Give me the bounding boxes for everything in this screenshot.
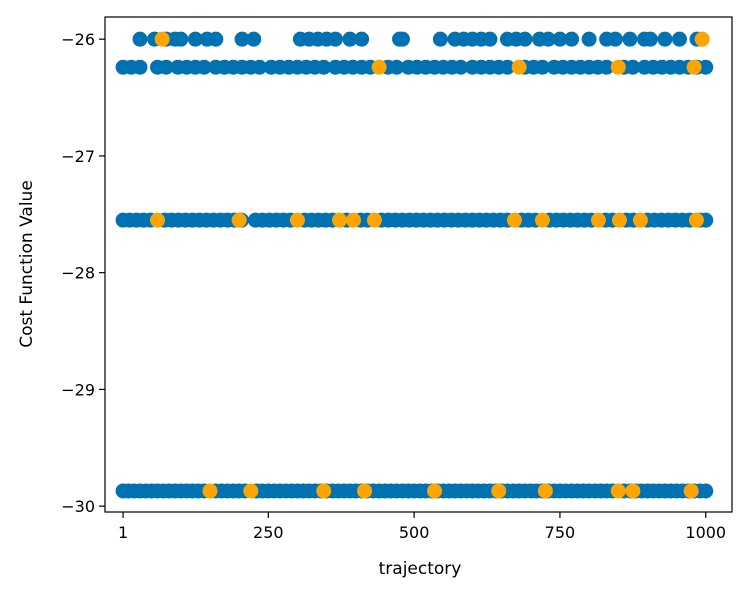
- data-point-s1-4: [610, 59, 626, 75]
- data-point-s0-32: [581, 31, 597, 47]
- data-point-s0-272: [698, 483, 714, 499]
- data-point-s1-2: [371, 59, 387, 75]
- data-point-s1-26: [625, 483, 641, 499]
- data-point-s1-25: [610, 483, 626, 499]
- data-point-s1-18: [202, 483, 218, 499]
- data-point-s0-39: [672, 31, 688, 47]
- data-point-s0-38: [657, 31, 673, 47]
- data-point-s0-45: [158, 59, 174, 75]
- data-point-s0-76: [453, 59, 469, 75]
- data-point-s1-6: [149, 212, 165, 228]
- data-point-s0-24: [482, 31, 498, 47]
- data-point-s1-9: [331, 212, 347, 228]
- points-layer: [115, 31, 714, 499]
- data-point-s0-15: [342, 31, 358, 47]
- data-point-s0-30: [552, 31, 568, 47]
- x-axis-label: trajectory: [379, 559, 462, 579]
- x-tick-label: 500: [399, 523, 430, 542]
- data-point-s0-14: [327, 31, 343, 47]
- x-tick-label: 750: [545, 523, 576, 542]
- y-axis-label: Cost Function Value: [17, 180, 37, 348]
- y-tick-label: −27: [61, 147, 95, 166]
- data-point-s0-93: [625, 59, 641, 75]
- data-point-s0-43: [132, 59, 148, 75]
- data-point-s1-5: [686, 59, 702, 75]
- data-point-s0-84: [534, 59, 550, 75]
- data-point-s1-15: [611, 212, 627, 228]
- data-point-s1-14: [590, 212, 606, 228]
- data-point-s0-4: [173, 31, 189, 47]
- x-axis-ticks: 1 250 500 750 1000: [118, 512, 726, 542]
- data-point-s1-23: [491, 483, 507, 499]
- x-tick-label: 1000: [685, 523, 726, 542]
- y-tick-label: −26: [61, 30, 95, 49]
- data-point-s1-19: [243, 483, 259, 499]
- data-point-s0-91: [599, 59, 615, 75]
- data-point-s1-24: [537, 483, 553, 499]
- data-point-s1-22: [427, 483, 443, 499]
- data-point-s0-16: [354, 31, 370, 47]
- data-point-s0-27: [517, 31, 533, 47]
- y-axis-ticks: −30 −29 −28 −27 −26: [61, 30, 105, 516]
- data-point-s0-35: [622, 31, 638, 47]
- data-point-s1-12: [506, 212, 522, 228]
- data-point-s1-0: [154, 31, 170, 47]
- data-point-s0-29: [540, 31, 556, 47]
- data-point-s0-8: [234, 31, 250, 47]
- data-point-s1-20: [316, 483, 332, 499]
- data-point-s0-81: [499, 59, 515, 75]
- data-point-s1-3: [511, 59, 527, 75]
- x-tick-label: 1: [118, 523, 128, 542]
- y-tick-label: −28: [61, 264, 95, 283]
- data-point-s1-13: [534, 212, 550, 228]
- data-point-s1-16: [632, 212, 648, 228]
- data-point-s1-27: [683, 483, 699, 499]
- plot-frame: [104, 16, 733, 513]
- data-point-s0-62: [316, 59, 332, 75]
- data-point-s1-8: [289, 212, 305, 228]
- data-point-s0-18: [394, 31, 410, 47]
- data-point-s1-21: [357, 483, 373, 499]
- data-point-s0-9: [246, 31, 262, 47]
- data-point-s1-7: [231, 212, 247, 228]
- data-point-s0-0: [132, 31, 148, 47]
- y-tick-label: −29: [61, 380, 95, 399]
- data-point-s0-19: [432, 31, 448, 47]
- data-point-s1-1: [694, 31, 710, 47]
- data-point-s0-55: [252, 59, 268, 75]
- data-point-s1-11: [366, 212, 382, 228]
- data-point-s0-101: [698, 59, 714, 75]
- data-point-s0-5: [187, 31, 203, 47]
- data-point-s0-49: [196, 59, 212, 75]
- data-point-s0-34: [607, 31, 623, 47]
- y-tick-label: −30: [61, 497, 95, 516]
- data-point-s0-31: [564, 31, 580, 47]
- data-point-s0-69: [389, 59, 405, 75]
- x-tick-label: 250: [253, 523, 284, 542]
- data-point-s0-7: [208, 31, 224, 47]
- data-point-s0-37: [642, 31, 658, 47]
- data-point-s1-10: [345, 212, 361, 228]
- data-point-s1-17: [688, 212, 704, 228]
